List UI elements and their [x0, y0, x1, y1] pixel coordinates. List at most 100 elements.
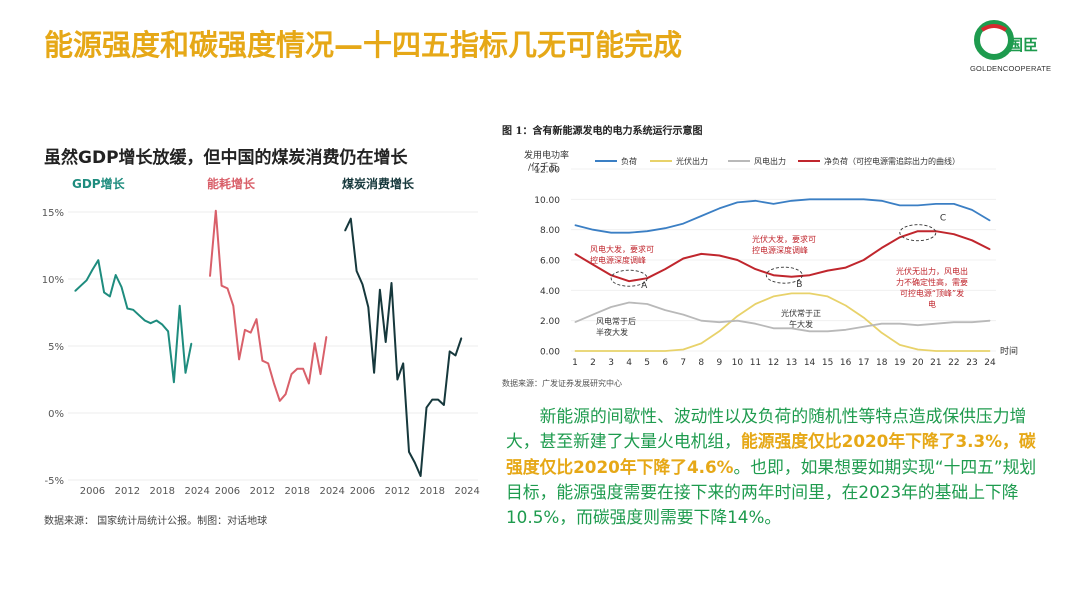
- data-point: [443, 404, 445, 406]
- x-tick-label: 2012: [385, 486, 410, 497]
- data-point: [718, 330, 720, 332]
- data-point: [827, 295, 829, 297]
- data-point: [881, 323, 883, 325]
- data-point: [574, 253, 576, 255]
- data-point: [863, 259, 865, 261]
- annotation-text-a: 风电大发，要求可控电源深度调峰: [590, 244, 654, 265]
- data-point: [809, 274, 811, 276]
- data-point: [592, 229, 594, 231]
- company-logo: 国臣: [966, 18, 1062, 80]
- data-point: [682, 348, 684, 350]
- data-point: [437, 399, 439, 401]
- data-point: [718, 321, 720, 323]
- data-point: [325, 336, 327, 338]
- panel-title: 能耗增长: [207, 176, 256, 191]
- para-comma: ，: [1002, 431, 1019, 452]
- data-point: [646, 350, 648, 352]
- data-point: [80, 285, 82, 287]
- annotation-ellipse: [765, 266, 803, 284]
- data-point: [255, 318, 258, 320]
- para-text-2: 。也即，如果想要如期实现“十四五”规划目标，能源强度需要在接下来的两年时间里，在…: [506, 456, 1037, 528]
- para-highlight-energy: 能源强度仅比2020年下降了3.3%: [740, 431, 1003, 452]
- x-tick-label: 2018: [150, 486, 175, 497]
- data-point: [791, 292, 793, 294]
- data-point: [971, 239, 973, 241]
- x-tick-label: 5: [644, 358, 650, 368]
- data-point: [953, 321, 955, 323]
- small-multiples-chart: 15% 10% 5% 0% -5% GDP增长 2006 2012 2018 2024 能耗增长…: [42, 176, 480, 497]
- data-point: [302, 368, 304, 370]
- series-line: [574, 198, 991, 234]
- annotation-label: A: [641, 281, 648, 291]
- data-point: [935, 350, 937, 352]
- data-point: [989, 248, 991, 250]
- data-point: [215, 210, 217, 212]
- panel-title: 煤炭消费增长: [342, 176, 415, 191]
- y-tick-label: 15%: [42, 208, 64, 219]
- data-point: [97, 259, 99, 261]
- data-point: [628, 232, 630, 234]
- data-point: [899, 344, 901, 346]
- data-point: [881, 332, 883, 334]
- data-point: [736, 201, 738, 203]
- x-tick-label: 6: [662, 358, 668, 368]
- data-point: [232, 305, 234, 307]
- data-point: [190, 342, 192, 344]
- data-point: [700, 320, 702, 322]
- y-tick-label: 10%: [42, 275, 64, 286]
- data-point: [845, 305, 847, 306]
- data-point: [390, 282, 393, 284]
- y-tick-label: 8.00: [540, 226, 560, 236]
- data-point: [402, 362, 404, 365]
- data-point: [361, 283, 364, 285]
- y-tick-label: 6.00: [540, 257, 560, 267]
- x-tick-label: 10: [732, 358, 744, 368]
- series-line: [574, 301, 991, 333]
- data-point: [408, 451, 410, 453]
- y-tick-label: -5%: [45, 476, 64, 487]
- annotation-text-b: 光伏大发，要求可控电源深度调峰: [752, 234, 816, 255]
- data-point: [221, 285, 223, 287]
- data-point: [109, 295, 111, 298]
- x-tick-label: 2: [590, 358, 596, 368]
- annotation-ellipse: [610, 269, 648, 287]
- data-point: [989, 350, 991, 352]
- data-point: [718, 207, 720, 209]
- figure-source: 数据来源：广发证券发展研究中心: [502, 379, 622, 388]
- data-point: [899, 236, 901, 238]
- data-point: [736, 320, 738, 322]
- data-point: [700, 215, 702, 217]
- data-point: [273, 382, 275, 385]
- data-point: [167, 330, 169, 332]
- data-point: [285, 393, 287, 395]
- data-point: [261, 360, 263, 362]
- data-point: [226, 287, 229, 289]
- data-point: [431, 399, 433, 401]
- data-point: [161, 323, 163, 326]
- x-tick-label: 7: [680, 358, 686, 368]
- x-tick-label: 3: [608, 358, 614, 368]
- logo-text: GOLDENCOOPERATE: [970, 64, 1052, 73]
- annotation-text-c: 光伏无出力，风电出力不确定性高，需要可控电源“顶峰”发电: [896, 266, 968, 309]
- y-tick-label: 0%: [48, 409, 64, 420]
- x-tick-label: 2012: [250, 486, 275, 497]
- x-tick-label: 2006: [215, 486, 240, 497]
- data-point: [385, 341, 387, 343]
- series-line: [209, 209, 328, 402]
- data-point: [917, 204, 919, 206]
- data-point: [754, 303, 756, 305]
- data-point: [414, 461, 416, 464]
- data-point: [682, 257, 684, 259]
- data-point: [319, 373, 322, 375]
- data-point: [150, 322, 152, 324]
- data-point: [209, 275, 211, 277]
- x-tick-label: 2006: [80, 486, 105, 497]
- data-point: [754, 268, 756, 270]
- y-tick-label: 10.00: [534, 196, 560, 206]
- y-tick-label: 12.00: [534, 166, 560, 176]
- data-point: [881, 247, 883, 249]
- data-point: [791, 276, 793, 278]
- data-point: [120, 286, 123, 288]
- data-point: [664, 268, 666, 270]
- data-point: [574, 321, 576, 323]
